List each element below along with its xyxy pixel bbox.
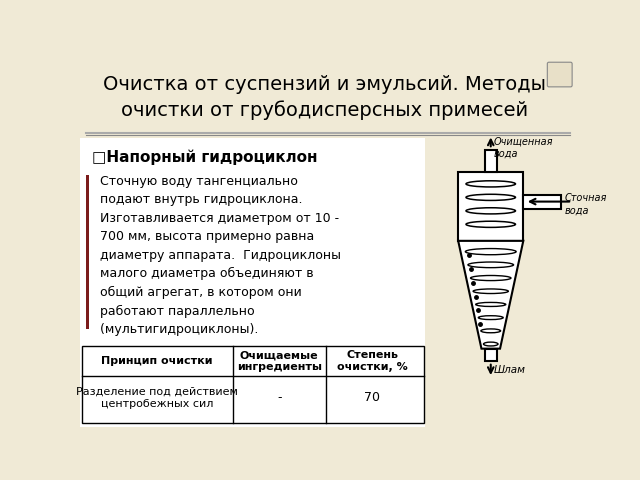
Text: □Напорный гидроциклон: □Напорный гидроциклон [92, 150, 318, 166]
Bar [524, 195, 561, 208]
Bar [458, 171, 524, 241]
FancyBboxPatch shape [547, 62, 572, 87]
Text: Принцип очистки: Принцип очистки [101, 356, 213, 366]
Polygon shape [458, 241, 524, 348]
Text: Разделение под действием
центробежных сил: Разделение под действием центробежных си… [76, 387, 238, 409]
Text: Сточная
вода: Сточная вода [564, 193, 607, 216]
Text: Степень
очистки, %: Степень очистки, % [337, 350, 408, 372]
Bar [80, 138, 425, 427]
Text: Сточную воду тангенциально
  подают внутрь гидроциклона.
  Изготавливается диаме: Сточную воду тангенциально подают внутрь… [92, 175, 341, 336]
Bar [484, 150, 497, 171]
Text: Очищенная
вода: Очищенная вода [494, 136, 554, 158]
Bar [81, 347, 424, 423]
Text: Очистка от суспензий и эмульсий. Методы
очистки от грубодисперсных примесей: Очистка от суспензий и эмульсий. Методы … [102, 75, 546, 120]
Text: 70: 70 [364, 392, 380, 405]
Bar [86, 175, 90, 329]
Text: Шлам: Шлам [494, 365, 526, 375]
Text: Очищаемые
ингредиенты: Очищаемые ингредиенты [237, 350, 322, 372]
Bar [484, 348, 497, 361]
Text: -: - [277, 392, 282, 405]
